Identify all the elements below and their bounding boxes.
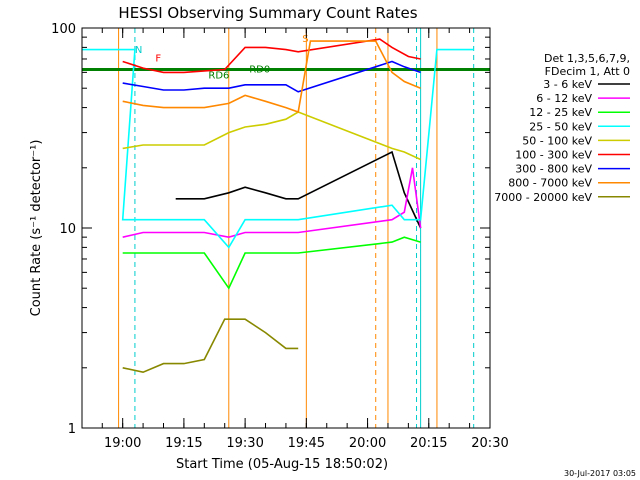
legend-header: Det 1,3,5,6,7,9, (544, 52, 630, 65)
legend-label: 12 - 25 keV (529, 106, 592, 119)
x-tick-label: 20:15 (410, 436, 447, 451)
legend: Det 1,3,5,6,7,9,FDecim 1, Att 03 - 6 keV… (494, 52, 630, 204)
series-line-9 (122, 318, 299, 374)
x-tick-label: 19:15 (165, 436, 202, 451)
y-axis-label: Count Rate (s⁻¹ detector⁻¹) (29, 140, 44, 317)
x-tick-label: 20:30 (471, 436, 508, 451)
legend-label: 3 - 6 keV (543, 78, 592, 91)
series-line-8 (122, 40, 421, 114)
chart-title: HESSI Observing Summary Count Rates (118, 4, 417, 22)
legend-header: FDecim 1, Att 0 (545, 65, 630, 78)
plot-area: N F RD6 RD0 S 1 10 100 19:00 19:15 19:30 19:45 20:00… (51, 22, 509, 451)
flag-label: RD6 (208, 70, 229, 81)
y-tick-label: 100 (51, 22, 76, 37)
x-tick-label: 19:45 (288, 436, 325, 451)
series-line-5 (122, 111, 421, 161)
legend-label: 7000 - 20000 keV (494, 191, 592, 204)
series-line-1 (175, 150, 422, 229)
x-axis-label: Start Time (05-Aug-15 18:50:02) (176, 457, 388, 472)
legend-label: 6 - 12 keV (536, 92, 592, 105)
flag-label: N (135, 45, 142, 56)
plot-frame (81, 27, 491, 429)
date-stamp: 30-Jul-2017 03:05 (564, 469, 636, 478)
flag-label: RD0 (249, 64, 270, 75)
series-line-6 (122, 38, 421, 74)
series-line-4 (81, 48, 474, 249)
y-tick-label: 10 (59, 222, 76, 237)
x-tick-label: 19:30 (226, 436, 263, 451)
legend-label: 300 - 800 keV (515, 163, 592, 176)
flag-label: S (302, 34, 308, 45)
legend-label: 100 - 300 keV (515, 149, 592, 162)
legend-label: 800 - 7000 keV (508, 177, 592, 190)
x-tick-label: 19:00 (104, 436, 141, 451)
x-tick-label: 20:00 (349, 436, 386, 451)
legend-label: 50 - 100 keV (522, 134, 592, 147)
y-tick-label: 1 (68, 422, 76, 437)
series-line-2 (122, 167, 422, 239)
series-line-3 (122, 236, 421, 290)
flag-label: F (155, 53, 161, 64)
legend-label: 25 - 50 keV (529, 120, 592, 133)
series-line-7 (122, 60, 421, 93)
